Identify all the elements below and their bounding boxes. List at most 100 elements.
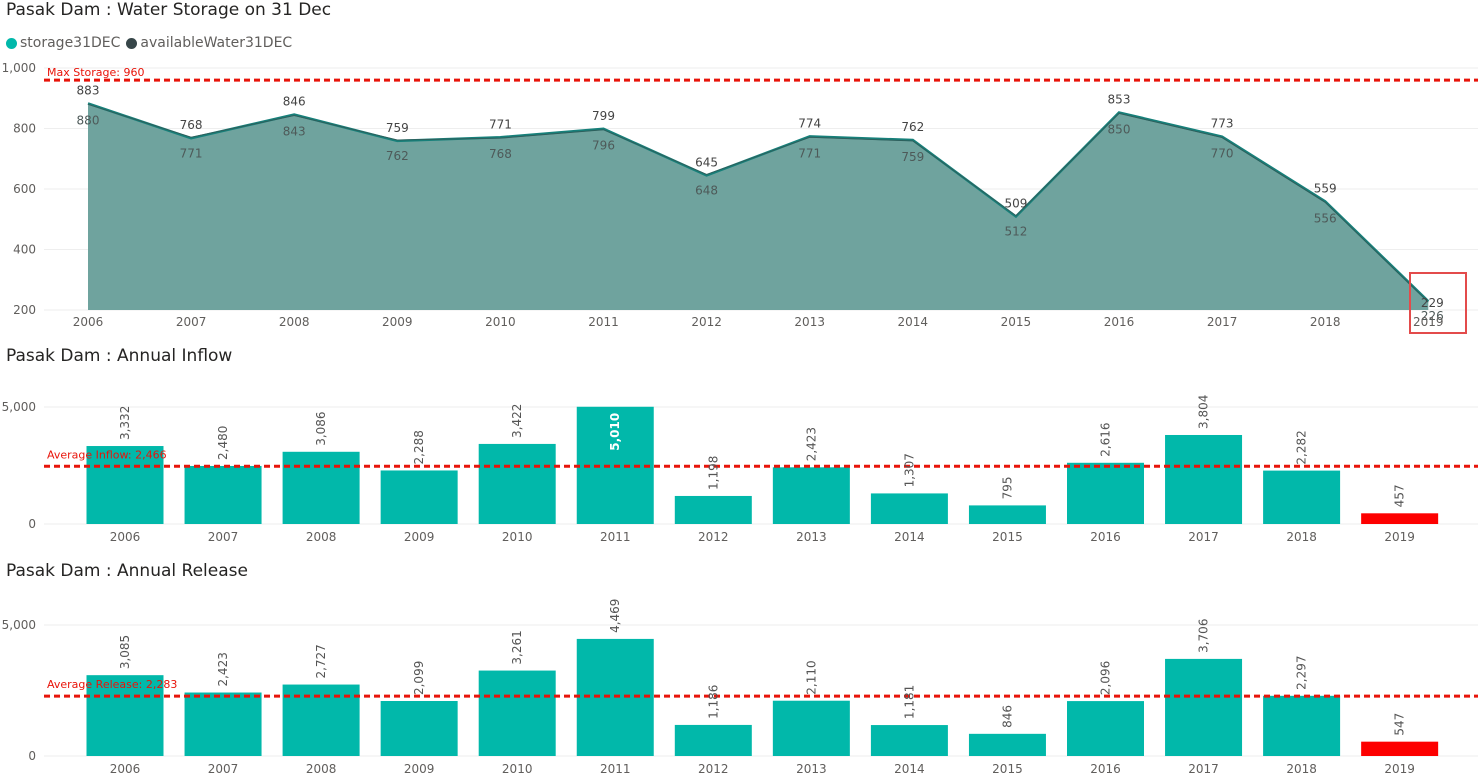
max-storage-reference-label: Max Storage: 960 [47,66,144,79]
x-tick-label: 2016 [1090,762,1121,776]
x-tick-label: 2010 [502,762,533,776]
bar-data-label: 3,706 [1197,619,1211,653]
bar-data-label: 3,332 [118,406,132,440]
x-tick-label: 2013 [794,315,825,329]
storage-data-label: 883 [77,83,100,97]
x-tick-label: 2019 [1384,762,1415,776]
bar-2019 [1361,742,1438,756]
bar-data-label: 2,423 [804,427,818,461]
bar-data-label: 457 [1393,484,1407,507]
available-water-data-label: 512 [1004,225,1027,239]
bar-data-label: 2,282 [1295,430,1309,464]
bar-2012 [675,725,752,756]
x-tick-label: 2008 [306,762,337,776]
available-water-data-label: 768 [489,147,512,161]
bar-data-label: 1,186 [706,685,720,719]
y-tick-label: 600 [13,182,36,196]
x-tick-label: 2008 [279,315,310,329]
x-tick-label: 2016 [1104,315,1135,329]
bar-2018 [1263,696,1340,756]
available-water-data-label: 556 [1314,211,1337,225]
storage-data-label: 773 [1211,117,1234,131]
bar-2014 [871,725,948,756]
bar-2012 [675,496,752,524]
bar-2013 [773,701,850,756]
bar-2016 [1067,463,1144,524]
bar-2015 [969,505,1046,524]
release-bar-chart[interactable]: 0 5,000 Average Release: 2,283 3,085 2,423 2,… [0,560,1480,783]
bar-data-label: 2,727 [314,644,328,678]
x-tick-label: 2010 [485,315,516,329]
storage-data-label: 762 [901,120,924,134]
bar-data-label: 3,422 [510,404,524,438]
bar-data-label: 2,297 [1295,655,1309,689]
x-tick-label: 2017 [1188,530,1219,544]
y-tick-label: 0 [28,749,36,763]
available-water-data-label: 762 [386,149,409,163]
storage-data-label: 853 [1108,92,1131,106]
x-tick-label: 2009 [404,530,435,544]
bar-data-label: 2,110 [804,660,818,694]
storage-data-label: 846 [283,95,306,109]
bar-2009 [381,470,458,524]
storage-data-label: 759 [386,121,409,135]
bar-data-label: 4,469 [608,599,622,633]
storage-data-label: 768 [180,118,203,132]
bar-data-label: 2,099 [412,661,426,695]
bar-data-label: 1,181 [902,685,916,719]
x-tick-label: 2006 [110,530,141,544]
average-reference-label: Average Release: 2,283 [47,678,177,691]
x-tick-label: 2006 [110,762,141,776]
x-tick-label: 2011 [600,762,631,776]
x-tick-label: 2017 [1188,762,1219,776]
x-tick-label: 2008 [306,530,337,544]
available-water-data-label: 796 [592,139,615,153]
available-water-data-label: 880 [77,113,100,127]
storage-data-label: 771 [489,117,512,131]
bar-2016 [1067,701,1144,756]
x-tick-label: 2009 [382,315,413,329]
x-tick-label: 2012 [691,315,722,329]
bar-data-label: 547 [1393,713,1407,736]
y-tick-label: 5,000 [2,618,36,632]
x-tick-label: 2018 [1286,762,1317,776]
x-tick-label: 2007 [208,530,239,544]
bar-data-label: 3,804 [1197,395,1211,429]
x-tick-label: 2012 [698,530,729,544]
x-tick-label: 2013 [796,530,827,544]
x-tick-label: 2014 [898,315,929,329]
bar-data-label: 795 [1000,476,1014,499]
x-tick-label: 2013 [796,762,827,776]
y-tick-label: 400 [13,243,36,257]
bar-2009 [381,701,458,756]
available-water-data-label: 850 [1108,122,1131,136]
bar-2014 [871,493,948,524]
x-tick-label: 2015 [992,762,1023,776]
x-tick-label: 2019 [1413,315,1444,329]
bar-data-label: 5,010 [608,413,622,451]
bar-2015 [969,734,1046,756]
available-water-data-label: 843 [283,124,306,138]
x-tick-label: 2017 [1207,315,1238,329]
bar-2007 [185,466,262,524]
bar-data-label: 2,096 [1099,661,1113,695]
x-tick-label: 2018 [1286,530,1317,544]
average-reference-label: Average Inflow: 2,466 [47,448,167,461]
bar-data-label: 3,261 [510,630,524,664]
x-tick-label: 2015 [992,530,1023,544]
storage-data-label: 774 [798,116,821,130]
storage-data-label: 559 [1314,181,1337,195]
bar-2019 [1361,513,1438,524]
bar-2017 [1165,435,1242,524]
available-water-data-label: 771 [180,146,203,160]
y-tick-label: 5,000 [2,400,36,414]
x-tick-label: 2018 [1310,315,1341,329]
inflow-bar-chart[interactable]: 0 5,000 Average Inflow: 2,466 3,332 2,480 3,0… [0,345,1480,560]
bar-2013 [773,467,850,524]
storage-area-chart[interactable]: 200 400 600 800 1,000 Max Storage: 960 883 768 8… [0,0,1480,340]
x-tick-label: 2011 [600,530,631,544]
storage-data-label: 229 [1421,296,1444,310]
x-tick-label: 2007 [176,315,207,329]
available-water-data-label: 770 [1211,147,1234,161]
bar-data-label: 846 [1000,705,1014,728]
